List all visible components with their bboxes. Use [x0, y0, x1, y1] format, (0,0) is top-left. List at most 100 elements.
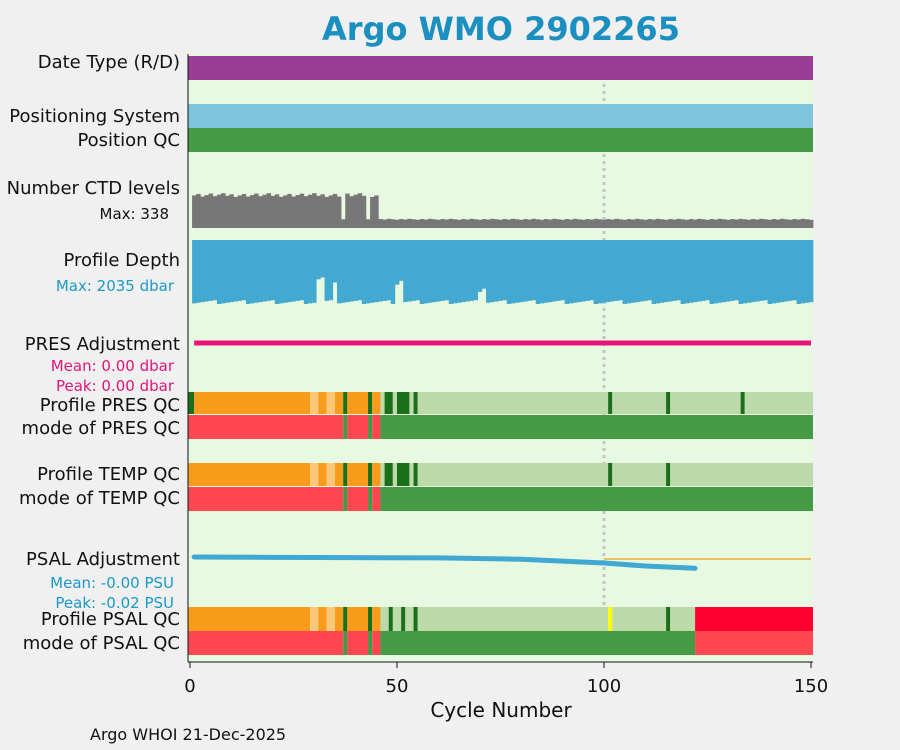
label-psal-adjustment: PSAL Adjustment: [25, 549, 180, 570]
profile-psal-qc-segment: [612, 607, 667, 631]
profile-depth-bar: [411, 240, 416, 301]
ctd-level-bar: [192, 195, 197, 228]
profile-pres-qc-segment: [744, 392, 813, 414]
ctd-level-bar: [382, 219, 387, 228]
ctd-level-bar: [763, 219, 768, 228]
ctd-level-bar: [477, 219, 483, 228]
profile-depth-bar: [755, 240, 760, 302]
ctd-level-bar: [610, 219, 615, 228]
label-positioning-system: Positioning System: [9, 106, 180, 127]
ctd-level-bar: [324, 196, 329, 228]
ctd-level-bar: [279, 196, 284, 228]
profile-depth-bar: [436, 240, 441, 302]
chart-title: Argo WMO 2902265: [322, 10, 680, 48]
ctd-level-bar: [262, 194, 267, 228]
profile-depth-bar: [477, 240, 483, 292]
profile-depth-bar: [428, 240, 433, 303]
ctd-level-bar: [502, 219, 508, 228]
label-depth-max: Max: 2035 dbar: [55, 277, 174, 295]
profile-pres-qc-segment: [392, 392, 397, 414]
profile-depth-bar: [440, 240, 445, 301]
profile-depth-bar: [345, 240, 350, 303]
profile-depth-bar: [295, 240, 301, 301]
ctd-level-bar: [444, 219, 450, 228]
ctd-level-bar: [556, 219, 561, 228]
label-pres-peak: Peak: 0.00 dbar: [55, 377, 174, 395]
ctd-level-bar: [403, 219, 408, 228]
label-psal-peak: Peak: -0.02 PSU: [55, 594, 174, 612]
profile-depth-bar: [626, 240, 632, 304]
profile-psal-qc-segment: [392, 607, 402, 631]
ctd-level-bar: [577, 219, 582, 228]
profile-depth-bar: [510, 240, 516, 304]
ctd-level-bar: [374, 195, 379, 228]
ctd-level-bar: [254, 193, 259, 228]
ctd-level-bar: [775, 219, 781, 228]
ctd-level-bar: [796, 219, 801, 228]
profile-pres-qc-segment: [334, 392, 344, 414]
ctd-level-bar: [225, 195, 230, 228]
profile-depth-bar: [316, 240, 321, 280]
profile-temp-qc-segment: [670, 463, 813, 486]
profile-depth-bar: [705, 240, 710, 301]
profile-depth-bar: [233, 240, 238, 302]
profile-temp-qc-segment: [397, 463, 410, 486]
ctd-level-bar: [295, 195, 301, 228]
profile-depth-bar: [225, 240, 230, 303]
profile-depth-bar: [709, 240, 715, 304]
profile-pres-qc-segment: [417, 392, 609, 414]
profile-depth-bar: [283, 240, 288, 303]
profile-depth-bar: [527, 240, 532, 301]
profile-depth-bar: [386, 240, 392, 301]
profile-pres-qc-segment: [384, 392, 393, 414]
profile-depth-bar: [274, 240, 280, 304]
ctd-level-bar: [705, 219, 710, 228]
profile-depth-bar: [262, 240, 267, 302]
profile-depth-bar: [738, 240, 743, 304]
mode-psal-qc-segment: [347, 631, 369, 655]
mode-psal-qc-segment: [380, 631, 696, 655]
profile-depth-bar: [394, 240, 400, 285]
label-profile-depth: Profile Depth: [63, 250, 180, 271]
ctd-level-bar: [415, 219, 421, 228]
ctd-level-bar: [486, 219, 491, 228]
profile-depth-bar: [336, 240, 342, 304]
profile-depth-bar: [196, 240, 201, 303]
ctd-level-bar: [738, 218, 743, 228]
ctd-level-bar: [196, 193, 201, 228]
profile-depth-bar: [216, 240, 222, 304]
profile-depth-bar: [320, 240, 325, 278]
ctd-level-bar: [365, 219, 371, 228]
ctd-level-bar: [643, 219, 648, 228]
profile-depth-bar: [697, 240, 702, 302]
profile-temp-qc-segment: [188, 463, 311, 486]
profile-depth-bar: [784, 240, 789, 302]
ctd-level-bar: [721, 219, 727, 228]
profile-psal-qc-segment: [326, 607, 335, 631]
profile-depth-bar: [701, 240, 706, 301]
profile-depth-bar: [779, 240, 785, 303]
profile-temp-qc-segment: [417, 463, 609, 486]
profile-temp-qc-segment: [334, 463, 344, 486]
profile-depth-bar: [523, 240, 528, 302]
profile-depth-bar: [486, 240, 491, 303]
profile-depth-bar: [684, 240, 690, 304]
ctd-level-bar: [572, 218, 578, 228]
ctd-level-bar: [784, 219, 789, 228]
label-pres-mean: Mean: 0.00 dbar: [50, 357, 174, 375]
profile-depth-bar: [589, 240, 594, 301]
ctd-level-bar: [589, 219, 594, 228]
profile-depth-bar: [514, 240, 520, 303]
ctd-level-bar: [241, 193, 247, 228]
profile-depth-bar: [241, 240, 247, 301]
ctd-level-bar: [664, 219, 669, 228]
ctd-level-bar: [539, 219, 545, 228]
ctd-level-bar: [560, 219, 565, 228]
profile-depth-bar: [332, 240, 338, 283]
label-mode-pres-qc: mode of PRES QC: [21, 418, 180, 439]
ctd-level-bar: [494, 219, 499, 228]
profile-temp-qc-segment: [368, 463, 373, 486]
ctd-level-bar: [622, 219, 628, 228]
ctd-level-bar: [394, 219, 400, 228]
profile-depth-bar: [585, 240, 590, 301]
